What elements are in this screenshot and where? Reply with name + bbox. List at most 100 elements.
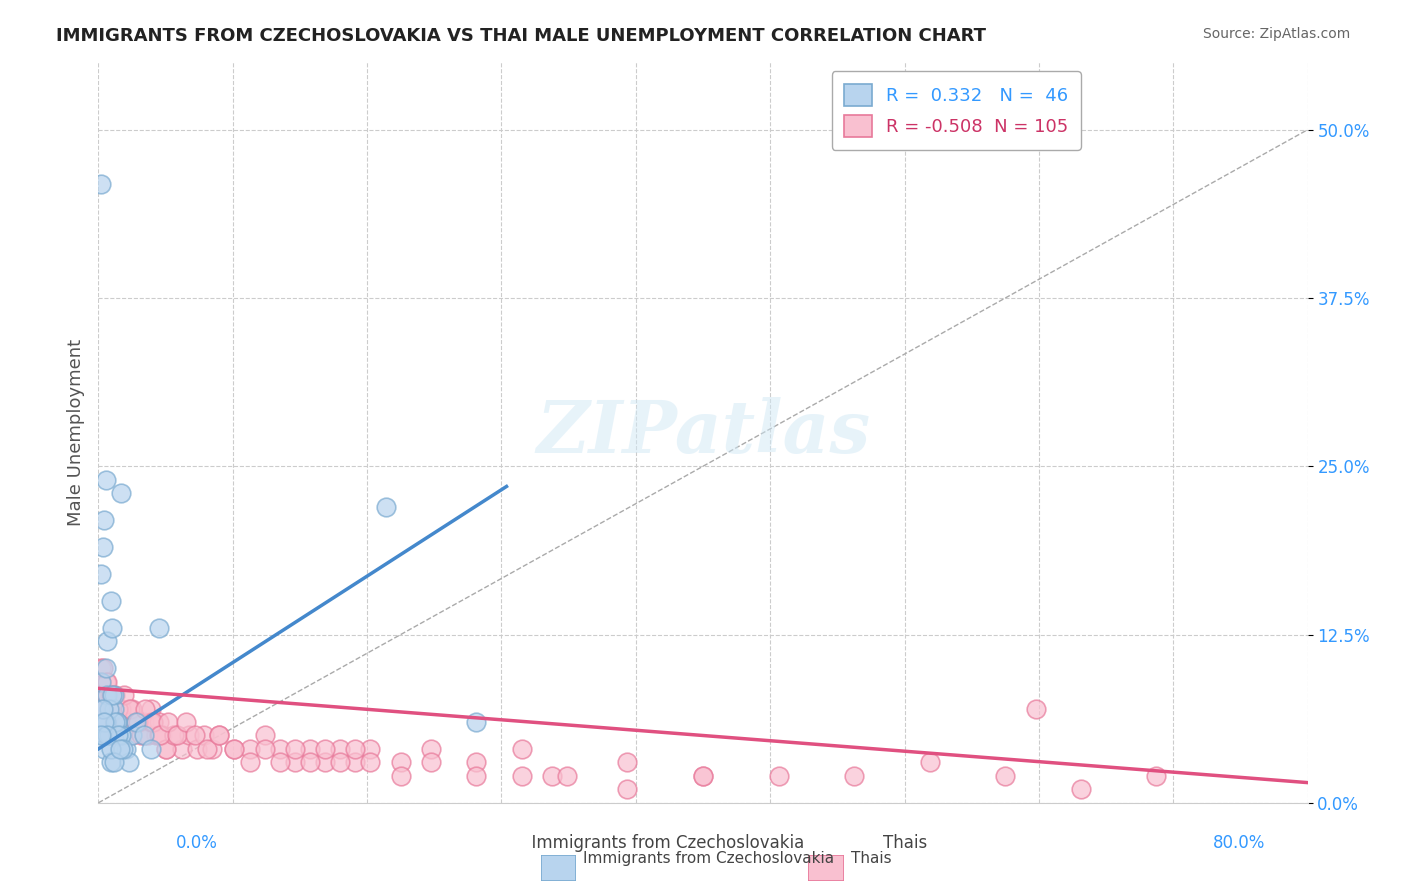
Point — [184, 729, 207, 743]
Point — [91, 701, 114, 715]
Point — [195, 742, 218, 756]
Point — [93, 714, 115, 729]
Point — [101, 688, 124, 702]
Point — [344, 756, 367, 770]
Point — [208, 729, 231, 743]
Point — [344, 742, 367, 756]
Point — [100, 756, 122, 770]
Point — [125, 714, 148, 729]
Point — [269, 756, 291, 770]
Point — [111, 729, 134, 743]
Text: 0.0%: 0.0% — [176, 834, 218, 852]
Text: Thais: Thais — [851, 851, 891, 865]
Point — [166, 729, 188, 743]
Point — [149, 729, 172, 743]
Point — [329, 756, 352, 770]
Point — [156, 714, 179, 729]
Point — [121, 701, 143, 715]
Point — [90, 674, 112, 689]
Point — [121, 729, 143, 743]
Point — [132, 714, 155, 729]
Point — [93, 513, 115, 527]
Point — [616, 782, 638, 797]
Point — [224, 742, 246, 756]
Point — [163, 729, 186, 743]
Text: Immigrants from Czechoslovakia               Thais: Immigrants from Czechoslovakia Thais — [479, 834, 927, 852]
Point — [141, 701, 163, 715]
Point — [148, 621, 170, 635]
Point — [90, 674, 112, 689]
Point — [510, 742, 533, 756]
Point — [104, 714, 127, 729]
Point — [314, 742, 336, 756]
Point — [98, 729, 121, 743]
Point — [239, 756, 262, 770]
Point — [125, 714, 148, 729]
Point — [114, 714, 136, 729]
Point — [253, 742, 276, 756]
Point — [112, 688, 135, 702]
Point — [103, 756, 125, 770]
Point — [269, 742, 291, 756]
Point — [148, 729, 170, 743]
Point — [90, 661, 112, 675]
Point — [98, 701, 121, 715]
Point — [692, 769, 714, 783]
Point — [174, 714, 197, 729]
Point — [768, 769, 790, 783]
Point — [329, 742, 352, 756]
Point — [93, 742, 115, 756]
Point — [96, 729, 118, 743]
Point — [96, 674, 118, 689]
Point — [918, 756, 941, 770]
Point — [103, 688, 125, 702]
Point — [145, 729, 167, 743]
Point — [125, 714, 148, 729]
Point — [100, 688, 122, 702]
Point — [91, 729, 114, 743]
Point — [121, 729, 143, 743]
Point — [107, 701, 129, 715]
Point — [105, 714, 128, 729]
Point — [540, 769, 562, 783]
Point — [420, 742, 443, 756]
Point — [142, 714, 165, 729]
Point — [141, 714, 163, 729]
Point — [94, 714, 117, 729]
Point — [360, 742, 382, 756]
Point — [129, 729, 152, 743]
Point — [118, 756, 141, 770]
Point — [100, 729, 122, 743]
Point — [107, 729, 129, 743]
Point — [105, 714, 128, 729]
Point — [141, 742, 163, 756]
Text: 80.0%: 80.0% — [1213, 834, 1265, 852]
Point — [91, 661, 114, 675]
Point — [90, 729, 112, 743]
Point — [89, 674, 111, 689]
Point — [105, 714, 128, 729]
Point — [155, 742, 177, 756]
Point — [91, 540, 114, 554]
Point — [420, 756, 443, 770]
Text: Immigrants from Czechoslovakia: Immigrants from Czechoslovakia — [583, 851, 835, 865]
Point — [374, 500, 396, 514]
Point — [110, 729, 132, 743]
Point — [132, 729, 155, 743]
Point — [224, 742, 246, 756]
Point — [110, 486, 132, 500]
Point — [208, 729, 231, 743]
Legend: R =  0.332   N =  46, R = -0.508  N = 105: R = 0.332 N = 46, R = -0.508 N = 105 — [832, 71, 1081, 150]
Point — [105, 729, 128, 743]
Text: ZIPatlas: ZIPatlas — [536, 397, 870, 468]
Point — [104, 688, 127, 702]
Point — [89, 701, 111, 715]
Point — [314, 756, 336, 770]
Point — [284, 756, 307, 770]
Point — [91, 688, 114, 702]
Point — [120, 701, 142, 715]
Point — [101, 701, 124, 715]
Point — [101, 688, 124, 702]
Point — [96, 688, 118, 702]
Point — [1070, 782, 1092, 797]
